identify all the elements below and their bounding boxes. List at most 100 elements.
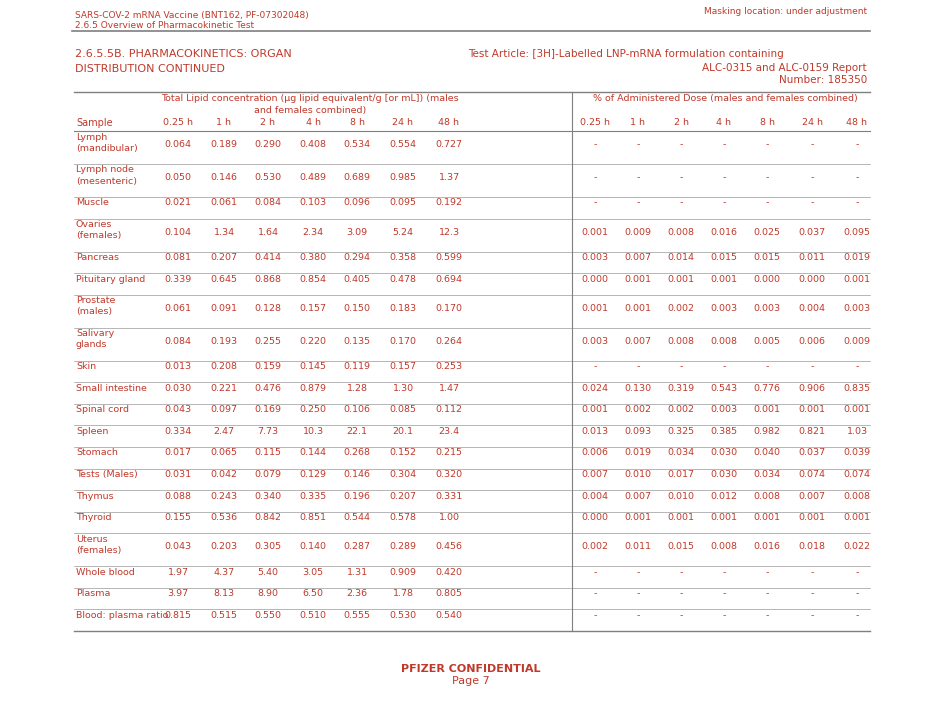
Text: 0.061: 0.061 — [165, 303, 191, 313]
Text: -: - — [636, 173, 640, 182]
Text: Spinal cord: Spinal cord — [76, 406, 129, 414]
Text: 1.30: 1.30 — [393, 384, 414, 393]
Text: 2.36: 2.36 — [347, 590, 367, 598]
Text: 0.208: 0.208 — [210, 362, 237, 371]
Text: -: - — [765, 611, 769, 620]
Text: 0.004: 0.004 — [581, 492, 609, 500]
Text: 0.017: 0.017 — [668, 470, 694, 479]
Text: -: - — [636, 140, 640, 149]
Text: 0.003: 0.003 — [581, 336, 609, 346]
Text: 0.339: 0.339 — [164, 275, 191, 283]
Text: 2.6.5 Overview of Pharmacokinetic Test: 2.6.5 Overview of Pharmacokinetic Test — [75, 21, 254, 30]
Text: Test Article: [3H]-Labelled LNP-mRNA formulation containing: Test Article: [3H]-Labelled LNP-mRNA for… — [468, 49, 784, 59]
Text: Tests (Males): Tests (Males) — [76, 470, 138, 479]
Text: 4.37: 4.37 — [214, 568, 235, 577]
Text: -: - — [765, 198, 769, 208]
Text: 0.414: 0.414 — [254, 253, 282, 262]
Text: 0.007: 0.007 — [625, 336, 652, 346]
Text: 0.021: 0.021 — [165, 198, 191, 208]
Text: 0.319: 0.319 — [668, 384, 694, 393]
Text: 0.050: 0.050 — [165, 173, 191, 182]
Text: 0.868: 0.868 — [254, 275, 282, 283]
Text: 1.78: 1.78 — [393, 590, 414, 598]
Text: 0.003: 0.003 — [843, 303, 870, 313]
Text: 0.157: 0.157 — [389, 362, 416, 371]
Text: 2.34: 2.34 — [302, 227, 323, 237]
Text: 0.544: 0.544 — [344, 513, 370, 522]
Text: 0.193: 0.193 — [210, 336, 237, 346]
Text: -: - — [810, 173, 814, 182]
Text: 12.3: 12.3 — [438, 227, 460, 237]
Text: 0.851: 0.851 — [300, 513, 327, 522]
Text: 8.13: 8.13 — [214, 590, 235, 598]
Text: -: - — [723, 173, 725, 182]
Text: 0.003: 0.003 — [710, 303, 738, 313]
Text: 0.017: 0.017 — [165, 449, 191, 457]
Text: PFIZER CONFIDENTIAL: PFIZER CONFIDENTIAL — [401, 664, 541, 674]
Text: -: - — [855, 568, 859, 577]
Text: -: - — [810, 568, 814, 577]
Text: Pituitary gland: Pituitary gland — [76, 275, 145, 283]
Text: 0.013: 0.013 — [581, 427, 609, 436]
Text: 0.405: 0.405 — [344, 275, 370, 283]
Text: -: - — [593, 362, 596, 371]
Text: 0.034: 0.034 — [754, 470, 781, 479]
Text: 0.130: 0.130 — [625, 384, 652, 393]
Text: 0.040: 0.040 — [754, 449, 781, 457]
Text: 0.084: 0.084 — [165, 336, 191, 346]
Text: -: - — [765, 140, 769, 149]
Text: 0.025: 0.025 — [754, 227, 781, 237]
Text: -: - — [679, 173, 683, 182]
Text: -: - — [855, 173, 859, 182]
Text: 24 h: 24 h — [802, 118, 822, 127]
Text: 0.515: 0.515 — [210, 611, 237, 620]
Text: 0.909: 0.909 — [389, 568, 416, 577]
Text: -: - — [679, 590, 683, 598]
Text: 0.456: 0.456 — [435, 542, 463, 551]
Text: 0.004: 0.004 — [799, 303, 825, 313]
Text: Masking location: under adjustment: Masking location: under adjustment — [704, 7, 867, 16]
Text: 0.001: 0.001 — [799, 513, 825, 522]
Text: -: - — [855, 198, 859, 208]
Text: 0.325: 0.325 — [668, 427, 694, 436]
Text: 0.879: 0.879 — [300, 384, 327, 393]
Text: 0.140: 0.140 — [300, 542, 327, 551]
Text: -: - — [723, 362, 725, 371]
Text: -: - — [636, 590, 640, 598]
Text: 0.008: 0.008 — [710, 542, 738, 551]
Text: DISTRIBUTION CONTINUED: DISTRIBUTION CONTINUED — [75, 64, 225, 74]
Text: Small intestine: Small intestine — [76, 384, 147, 393]
Text: -: - — [723, 140, 725, 149]
Text: -: - — [810, 198, 814, 208]
Text: 0.002: 0.002 — [668, 406, 694, 414]
Text: -: - — [636, 568, 640, 577]
Text: 1.97: 1.97 — [168, 568, 188, 577]
Text: 0.221: 0.221 — [210, 384, 237, 393]
Text: 0.095: 0.095 — [843, 227, 870, 237]
Text: Skin: Skin — [76, 362, 96, 371]
Text: ALC-0315 and ALC-0159 Report: ALC-0315 and ALC-0159 Report — [703, 63, 867, 73]
Text: 0.304: 0.304 — [389, 470, 416, 479]
Text: 0.001: 0.001 — [625, 303, 652, 313]
Text: 5.24: 5.24 — [393, 227, 414, 237]
Text: -: - — [810, 140, 814, 149]
Text: 0.061: 0.061 — [210, 198, 237, 208]
Text: 2 h: 2 h — [261, 118, 275, 127]
Text: 0.578: 0.578 — [389, 513, 416, 522]
Text: -: - — [765, 568, 769, 577]
Text: 0.001: 0.001 — [754, 406, 781, 414]
Text: Lymph
(mandibular): Lymph (mandibular) — [76, 132, 138, 152]
Text: -: - — [593, 173, 596, 182]
Text: 0.550: 0.550 — [254, 611, 282, 620]
Text: 0.103: 0.103 — [300, 198, 327, 208]
Text: 0.335: 0.335 — [300, 492, 327, 500]
Text: 0.001: 0.001 — [710, 275, 738, 283]
Text: 0.196: 0.196 — [344, 492, 370, 500]
Text: 0.007: 0.007 — [625, 492, 652, 500]
Text: 0.001: 0.001 — [581, 303, 609, 313]
Text: 0.192: 0.192 — [435, 198, 463, 208]
Text: 0.243: 0.243 — [210, 492, 237, 500]
Text: 3.97: 3.97 — [168, 590, 188, 598]
Text: 0.380: 0.380 — [300, 253, 327, 262]
Text: 0.015: 0.015 — [754, 253, 781, 262]
